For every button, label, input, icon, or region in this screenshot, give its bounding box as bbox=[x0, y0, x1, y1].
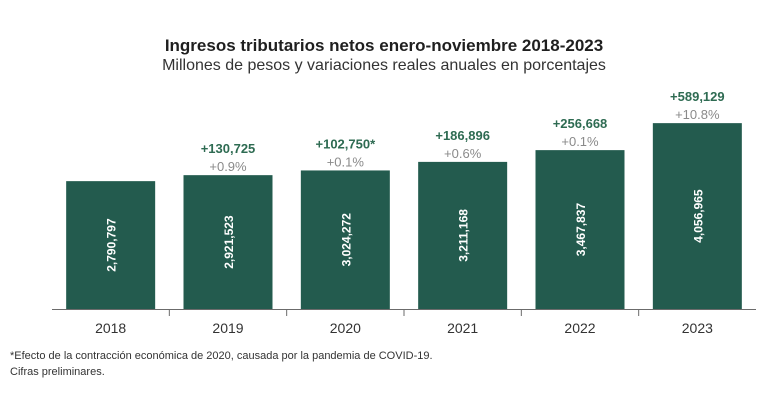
footnote-preliminary: Cifras preliminares. bbox=[10, 366, 105, 378]
bar-2019 bbox=[183, 175, 273, 309]
bar-2022 bbox=[535, 150, 625, 309]
bar-value-label-2020: 3,024,272 bbox=[339, 213, 353, 267]
change-label-2022: +256,668 bbox=[553, 116, 608, 131]
x-tick-label-2020: 2020 bbox=[330, 320, 361, 336]
bar-2021 bbox=[418, 161, 508, 309]
change-label-2019: +130,725 bbox=[201, 141, 256, 156]
bar-value-label-2022: 3,467,837 bbox=[574, 203, 588, 257]
change-label-2023: +589,129 bbox=[670, 89, 725, 104]
x-tick-label-2021: 2021 bbox=[447, 320, 478, 336]
bar-value-label-2023: 4,056,965 bbox=[691, 189, 705, 243]
bar-2018 bbox=[66, 181, 156, 309]
x-tick-label-2019: 2019 bbox=[212, 320, 243, 336]
change-label-2020: +102,750* bbox=[316, 136, 377, 151]
bar-2020 bbox=[300, 170, 390, 309]
pct-label-2019: +0.9% bbox=[209, 159, 247, 174]
x-tick-label-2022: 2022 bbox=[564, 320, 595, 336]
bar-2023 bbox=[652, 123, 742, 309]
chart-title: Ingresos tributarios netos enero-noviemb… bbox=[164, 36, 604, 55]
pct-label-2020: +0.1% bbox=[327, 154, 365, 169]
chart-subtitle: Millones de pesos y variaciones reales a… bbox=[162, 57, 606, 74]
bar-value-label-2021: 3,211,168 bbox=[457, 209, 471, 262]
pct-label-2021: +0.6% bbox=[444, 146, 482, 161]
bar-value-label-2018: 2,790,797 bbox=[105, 218, 119, 272]
change-label-2021: +186,896 bbox=[435, 128, 490, 143]
bar-value-label-2019: 2,921,523 bbox=[222, 215, 236, 269]
x-tick-label-2018: 2018 bbox=[95, 320, 126, 336]
x-tick-label-2023: 2023 bbox=[682, 320, 713, 336]
pct-label-2023: +10.8% bbox=[675, 107, 720, 122]
pct-label-2022: +0.1% bbox=[561, 134, 599, 149]
footnote-covid: *Efecto de la contracción económica de 2… bbox=[10, 350, 433, 362]
